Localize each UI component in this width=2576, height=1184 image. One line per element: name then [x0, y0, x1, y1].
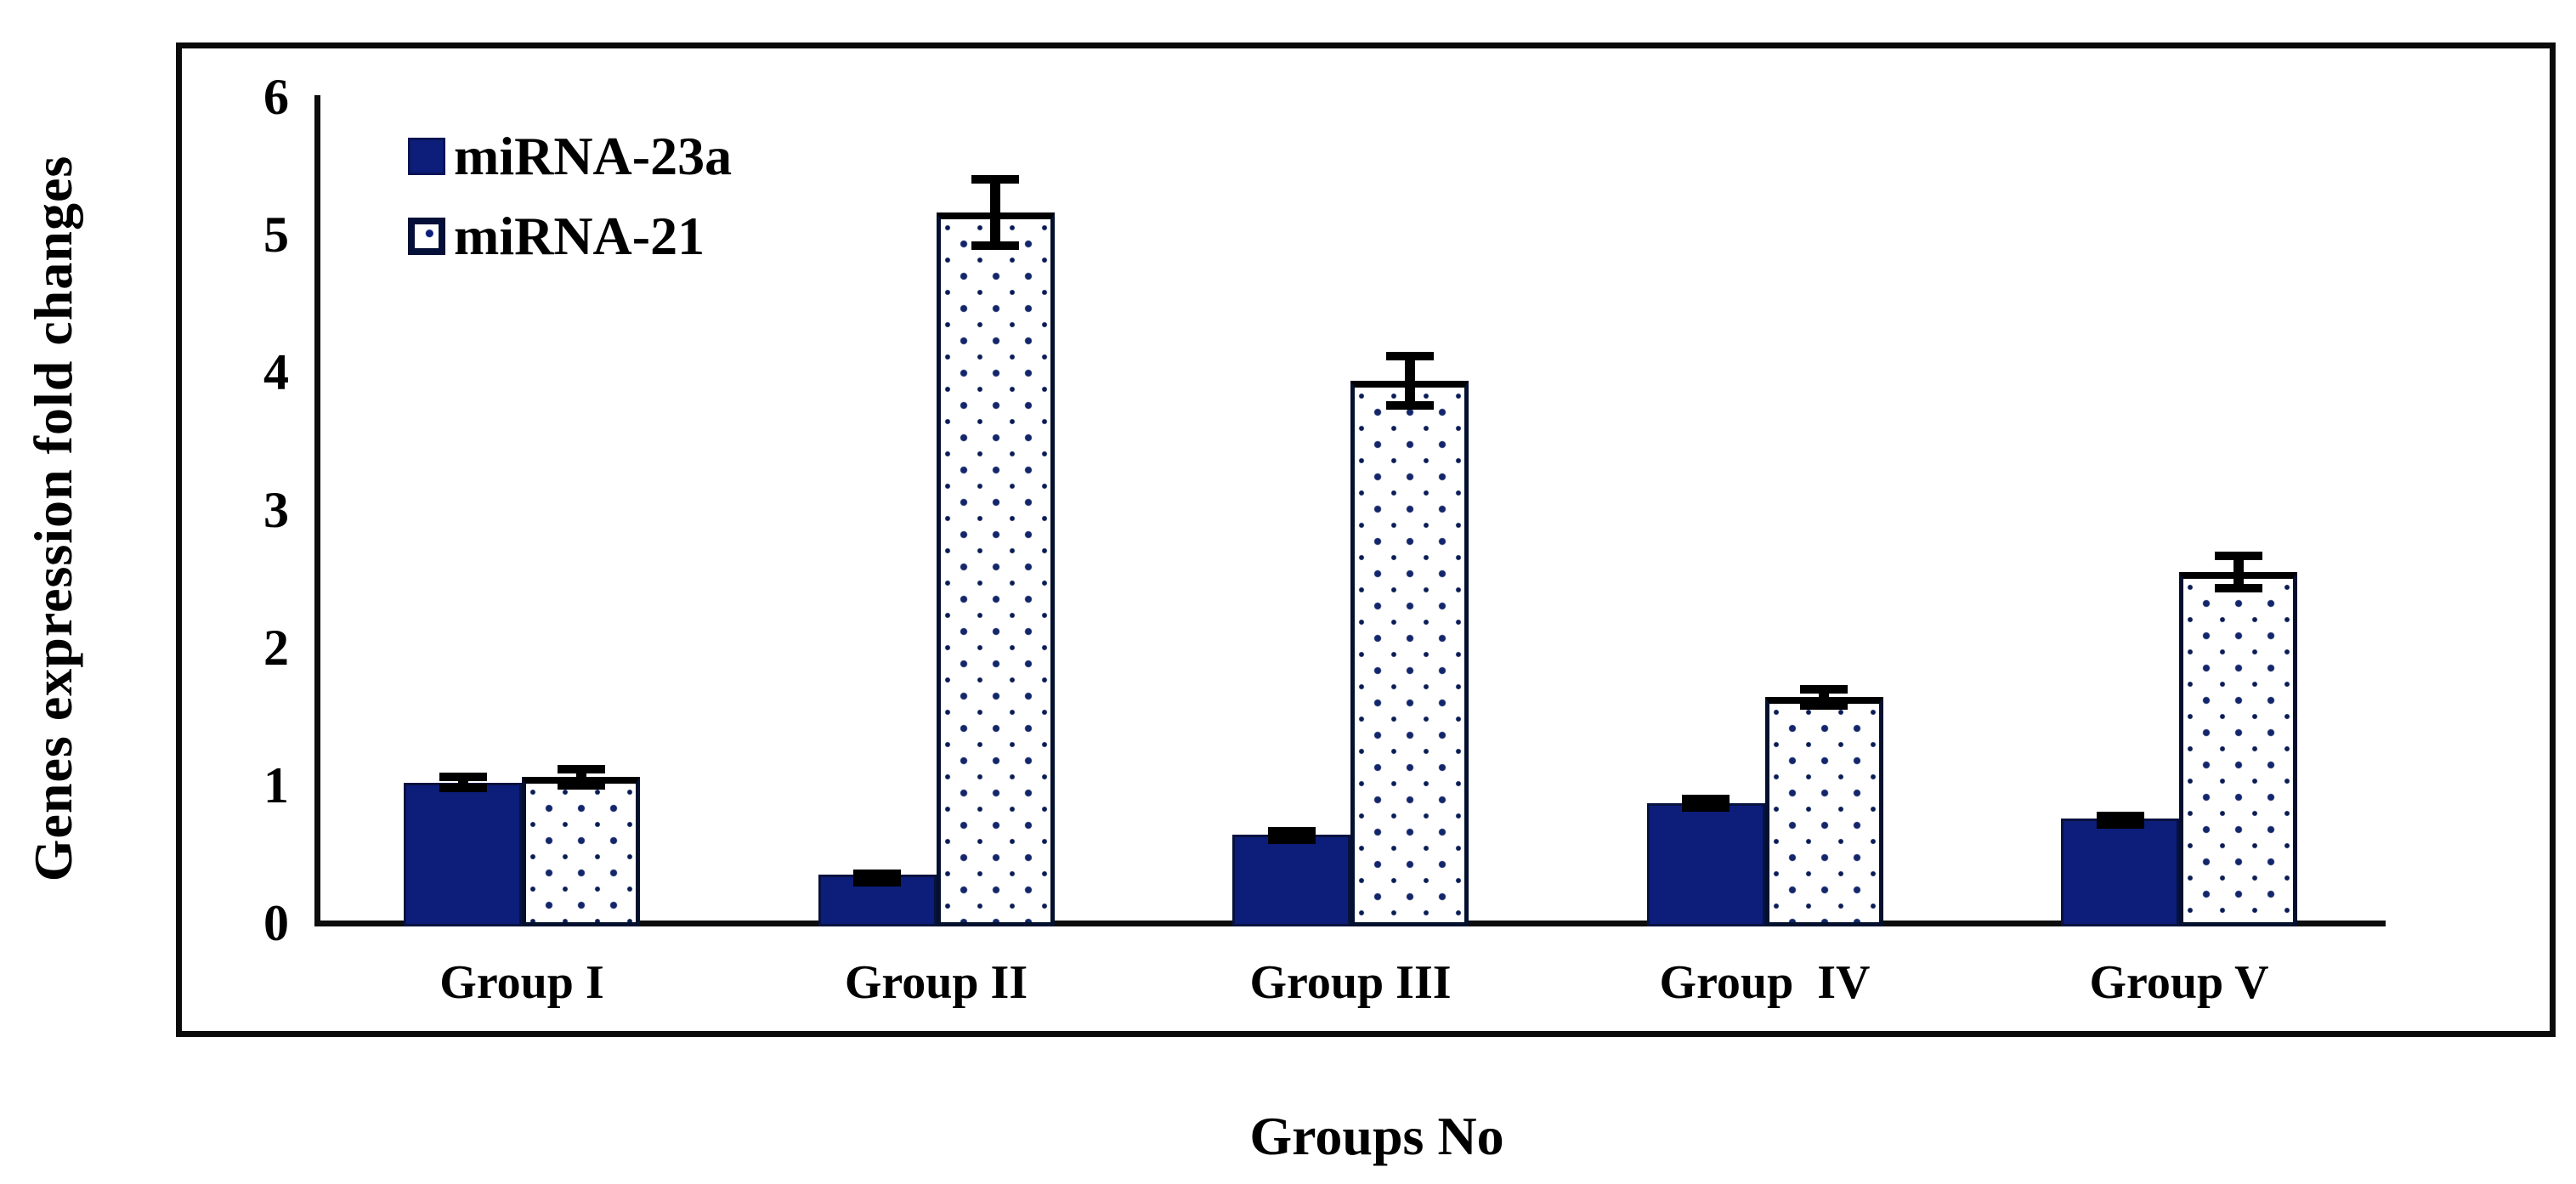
error-bar-mirna-23a-group-iv	[1682, 795, 1730, 813]
error-bar-mirna-23a-group-iii	[1267, 826, 1316, 844]
legend-item-mirna-23a: miRNA-23a	[408, 126, 732, 187]
x-tick-group-ii: Group II	[844, 956, 1028, 1009]
y-tick-6: 6	[263, 69, 289, 125]
error-bar-mirna-23a-group-ii	[853, 869, 901, 887]
bar-mirna-23a-group-i	[404, 782, 522, 926]
bar-mirna-21-group-iv	[1764, 697, 1883, 926]
y-tick-4: 4	[263, 344, 289, 400]
error-bar-mirna-23a-group-i	[439, 773, 487, 793]
legend-swatch-dotted-icon	[408, 218, 445, 255]
error-bar-mirna-21-group-ii	[971, 175, 1019, 250]
error-bar-mirna-21-group-iii	[1385, 351, 1434, 410]
y-axis-line	[314, 95, 320, 926]
x-tick-group-i: Group I	[439, 956, 604, 1009]
bar-mirna-21-group-i	[522, 777, 640, 926]
y-tick-2: 2	[263, 620, 289, 676]
bar-mirna-21-group-v	[2179, 571, 2297, 926]
y-tick-3: 3	[263, 482, 289, 538]
y-tick-5: 5	[263, 207, 289, 263]
y-axis-title: Genes expression fold changes	[23, 155, 83, 882]
y-tick-0: 0	[263, 895, 289, 951]
legend: miRNA-23a miRNA-21	[408, 126, 732, 286]
legend-label-mirna-23a: miRNA-23a	[454, 126, 733, 186]
legend-swatch-solid-icon	[408, 138, 445, 175]
legend-item-mirna-21: miRNA-21	[408, 206, 732, 267]
bar-mirna-21-group-iii	[1350, 380, 1469, 926]
x-tick-group-iii: Group III	[1249, 956, 1452, 1009]
error-bar-mirna-23a-group-v	[2096, 811, 2144, 829]
error-bar-mirna-21-group-iv	[1800, 684, 1848, 710]
x-axis-title: Groups No	[1249, 1106, 1504, 1166]
error-bar-mirna-21-group-v	[2214, 551, 2262, 593]
bar-mirna-23a-group-iv	[1646, 803, 1765, 926]
x-tick-group-v: Group V	[2089, 956, 2269, 1009]
bar-mirna-21-group-ii	[936, 212, 1055, 926]
bar-mirna-23a-group-v	[2061, 818, 2179, 926]
legend-label-mirna-21: miRNA-21	[454, 206, 705, 266]
error-bar-mirna-21-group-i	[557, 764, 605, 790]
bar-mirna-23a-group-iii	[1232, 835, 1350, 926]
x-tick-group-iv: Group IV	[1659, 956, 1871, 1009]
y-tick-1: 1	[263, 757, 289, 813]
